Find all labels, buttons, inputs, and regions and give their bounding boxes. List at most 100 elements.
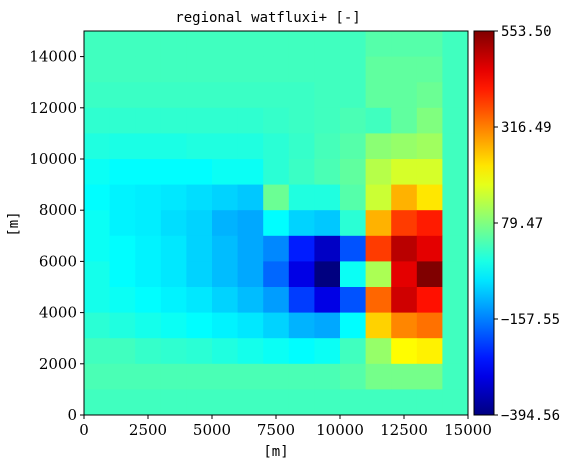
heatmap-cell [186,389,213,416]
heatmap-cell [186,363,213,390]
heatmap-cell [365,363,392,390]
heatmap-cell [288,235,315,262]
heatmap-cell [416,312,443,339]
heatmap-cell [84,82,110,109]
heatmap-cell [263,82,290,109]
heatmap-cell [314,235,341,262]
heatmap-cell [135,82,162,109]
heatmap-cell [263,261,290,288]
chart-title: regional watfluxi+ [-] [175,10,360,26]
x-axis: 0 2500 5000 7500 10000 12500 15000 [79,415,492,439]
heatmap-cell [314,56,341,83]
colorbar-tick-label: 553.50 [501,24,552,40]
colorbar-tick-label: 316.49 [501,120,552,136]
heatmap-cell [340,363,366,390]
heatmap-cell [160,82,187,109]
heatmap-cell [442,287,469,313]
heatmap-cell [237,31,264,57]
heatmap-cell [314,82,341,109]
heatmap-cell [212,31,238,57]
heatmap-cell [135,235,162,262]
heatmap-cell [416,338,443,365]
heatmap-cell [442,133,469,160]
heatmap-cell [186,159,213,185]
heatmap-cell [186,184,213,211]
heatmap-cell [237,287,264,313]
heatmap-cell [391,287,418,313]
heatmap-cell [135,184,162,211]
heatmap-cell [288,261,315,288]
heatmap-cell [340,56,366,83]
heatmap-cell [416,159,443,185]
heatmap-cell [237,133,264,160]
heatmap-cell [109,312,136,339]
heatmap-cell [288,159,315,185]
heatmap-cell [314,312,341,339]
heatmap-cell [442,389,469,416]
heatmap-cell [288,312,315,339]
heatmap-cell [391,261,418,288]
heatmap-cell [186,107,213,134]
heatmap-cell [263,133,290,160]
heatmap-cell [160,184,187,211]
heatmap-cell [365,235,392,262]
colorbar-axis: −394.56 −157.55 79.47 316.49 553.50 [494,24,560,424]
heatmap-cell [160,210,187,237]
heatmap-cell [365,287,392,313]
heatmap-cell [340,235,366,262]
heatmap-cell [160,312,187,339]
heatmap-cell [288,389,315,416]
heatmap-cell [365,338,392,365]
heatmap-cell [109,184,136,211]
heatmap-cell [391,107,418,134]
heatmap-cell [340,31,366,57]
heatmap-cell [84,56,110,83]
heatmap-cell [442,82,469,109]
heatmap-cell [135,159,162,185]
heatmap-cell [442,184,469,211]
x-tick-label: 5000 [193,421,231,439]
heatmap-cell [160,338,187,365]
heatmap-cell [314,31,341,57]
heatmap-cell [365,107,392,134]
heatmap-cell [212,389,238,416]
heatmap-cell [442,363,469,390]
heatmap-cell [340,210,366,237]
heatmap-cell [237,107,264,134]
heatmap-cell [186,287,213,313]
heatmap-cell [391,389,418,416]
heatmap-cell [263,363,290,390]
heatmap-cell [416,107,443,134]
heatmap-cell [135,363,162,390]
heatmap-cell [288,338,315,365]
heatmap-cell [212,287,238,313]
heatmap-cell [365,184,392,211]
heatmap-cell [391,210,418,237]
heatmap-cell [263,184,290,211]
heatmap-cell [263,159,290,185]
heatmap-cell [84,363,110,390]
heatmap-cell [288,363,315,390]
heatmap-cell [263,210,290,237]
heatmap-cell [288,133,315,160]
heatmap-cell [109,107,136,134]
heatmap-cell [160,159,187,185]
heatmap-cell [84,210,110,237]
heatmap-cell [416,389,443,416]
heatmap-cell [237,261,264,288]
heatmap-cell [160,133,187,160]
heatmap-cell [237,312,264,339]
heatmap-cell [84,133,110,160]
heatmap-cell [288,184,315,211]
heatmap-cell [263,389,290,416]
heatmap-cell [160,363,187,390]
heatmap-cell [212,184,238,211]
heatmap-cell [212,107,238,134]
y-tick-label: 2000 [39,355,77,373]
heatmap-cell [314,261,341,288]
heatmap-cell [442,338,469,365]
heatmap-cell [365,133,392,160]
heatmap-cell [340,312,366,339]
heatmap-cell [237,82,264,109]
heatmap-cell [237,338,264,365]
